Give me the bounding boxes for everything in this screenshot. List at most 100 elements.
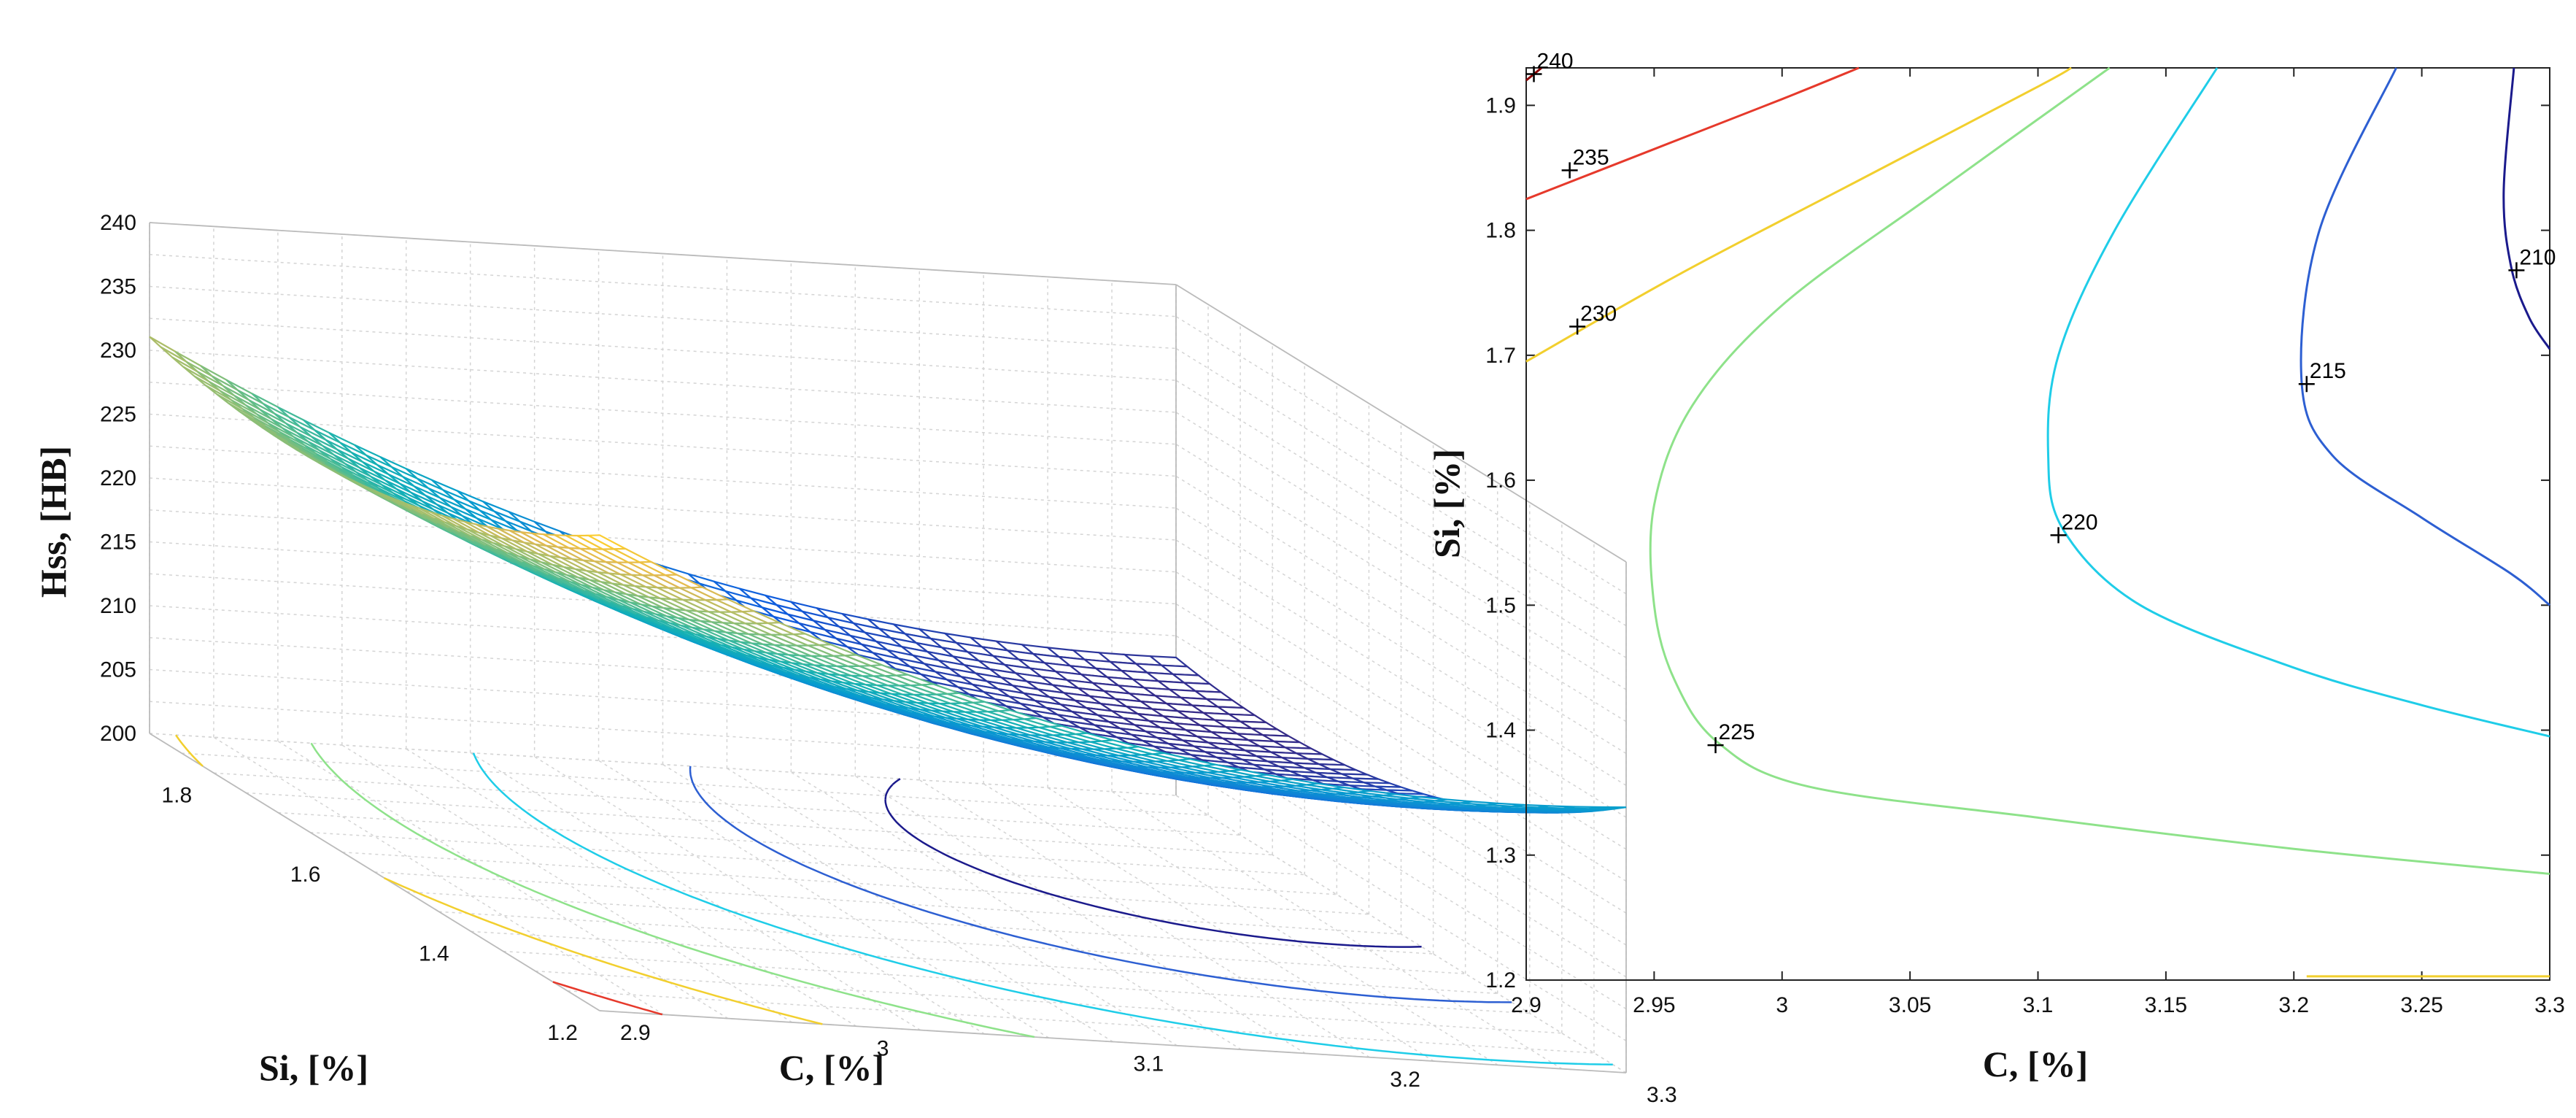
grid-line: [535, 970, 1562, 1034]
contour-y-tick-label: 1.6: [1485, 469, 1516, 493]
contour-y-tick-label: 1.8: [1485, 219, 1516, 243]
grid-line: [503, 950, 1530, 1014]
contour-line-220: [2046, 67, 2550, 738]
surface-x-tick-label: 3.3: [1647, 1083, 1677, 1107]
floor-contour-220: [472, 752, 1613, 1065]
contour-x-tick-label: 2.9: [1511, 993, 1542, 1017]
contour-label-marker: [2050, 527, 2067, 544]
surface-plot-3d: 200 205 210 215 220 225 230 235 240 1.2 1.4 1.6 1.8 2…: [33, 211, 1677, 1107]
contour-y-tick-label: 1.5: [1485, 593, 1516, 617]
contour-label-marker: [1707, 737, 1724, 754]
grid-line: [277, 740, 729, 1019]
contour-label: 220: [2062, 510, 2098, 534]
floor-contour-225: [310, 742, 1035, 1038]
surface-y-tick-label: 1.6: [290, 863, 321, 887]
grid-line: [1175, 763, 1627, 1041]
contour-x-tick-label: 3: [1776, 993, 1788, 1017]
grid-line: [1175, 571, 1627, 850]
contour-y-tick-label: 1.4: [1485, 719, 1516, 743]
grid-line: [374, 871, 1401, 935]
surface-x-tick-label: 3: [877, 1036, 889, 1060]
grid-line: [310, 831, 1337, 895]
contour-label: 230: [1580, 301, 1617, 325]
surface-ticks: 200 205 210 215 220 225 230 235 240 1.2 1.4 1.6 1.8 2…: [100, 211, 1677, 1107]
contour-line-235: [1525, 66, 1860, 201]
contour-plot: 2.9 2.95 3 3.05 3.1 3.15 3.2 3.25 3.3 1.2 1.3 1.4 1.…: [1426, 50, 2565, 1084]
surface-z-tick-label: 210: [100, 594, 136, 618]
contour-y-axis-label: Si, [%]: [1426, 449, 1467, 558]
grid-line: [149, 477, 1177, 541]
contour-y-tick-label: 1.3: [1485, 844, 1516, 868]
contour-x-tick-label: 3.15: [2145, 993, 2187, 1017]
grid-line: [149, 254, 1177, 317]
grid-line: [918, 779, 1370, 1058]
surface-y-tick-label: 1.4: [419, 941, 449, 965]
contour-x-tick-label: 3.05: [1889, 993, 1931, 1017]
grid-line: [149, 317, 1177, 381]
surface-z-tick-label: 200: [100, 722, 136, 746]
grid-line: [471, 930, 1498, 995]
contour-label: 240: [1537, 50, 1574, 74]
contour-axes-box: [1525, 67, 2550, 981]
grid-line: [470, 752, 921, 1031]
surface-cell: [1589, 806, 1627, 810]
floor-contour-212: [884, 778, 1422, 948]
grid-line: [1175, 507, 1627, 786]
surface-x-tick-label: 2.9: [620, 1021, 651, 1045]
contour-x-tick-label: 3.2: [2278, 993, 2309, 1017]
surface-z-tick-label: 220: [100, 466, 136, 490]
grid-line: [1175, 347, 1627, 627]
grid-line: [149, 509, 1177, 573]
grid-line: [246, 792, 1273, 856]
contour-x-tick-label: 3.25: [2400, 993, 2442, 1017]
contour-x-tick-label: 3.3: [2534, 993, 2565, 1017]
surface-y-tick-label: 1.2: [547, 1021, 578, 1045]
contour-label: 210: [2519, 245, 2556, 269]
box-edge: [599, 1010, 1627, 1073]
surface-z-tick-label: 215: [100, 531, 136, 555]
surface-mesh: [149, 336, 1627, 814]
grid-line: [854, 775, 1306, 1055]
surface-x-tick-label: 3.2: [1390, 1068, 1420, 1092]
contour-labels: 240 235 230 225 220 215 210: [1525, 50, 2556, 754]
surface-x-tick-label: 3.1: [1134, 1052, 1164, 1076]
grid-line: [149, 285, 1177, 350]
grid-line: [149, 382, 1177, 445]
grid-line: [1175, 539, 1627, 818]
floor-contour-215: [689, 766, 1512, 1003]
grid-line: [1175, 635, 1627, 914]
grid-line: [149, 668, 1177, 733]
contour-label-marker: [1525, 66, 1542, 82]
contour-label: 225: [1719, 720, 1755, 744]
box-edge: [149, 733, 600, 1011]
box-edge: [149, 222, 1177, 285]
grid-line: [598, 760, 1049, 1038]
grid-line: [214, 772, 1241, 836]
floor-contour-230: [175, 734, 823, 1025]
grid-line: [790, 771, 1242, 1050]
grid-line: [149, 701, 1177, 764]
grid-line: [278, 811, 1305, 876]
floor-contour-235: [552, 981, 663, 1016]
surface-grid: [149, 222, 1627, 1073]
grid-line: [149, 733, 1177, 796]
contour-label-marker: [1561, 162, 1578, 179]
grid-line: [1175, 795, 1627, 1073]
grid-line: [1111, 791, 1563, 1070]
contour-line-210: [2502, 67, 2551, 350]
grid-line: [438, 911, 1466, 975]
grid-line: [1175, 316, 1627, 595]
contour-ticks: 2.9 2.95 3 3.05 3.1 3.15 3.2 3.25 3.3 1.2 1.3 1.4 1.…: [1485, 68, 2565, 1017]
surface-z-tick-label: 240: [100, 211, 136, 235]
grid-line: [534, 756, 986, 1035]
contour-x-tick-label: 3.1: [2023, 993, 2054, 1017]
surface-z-tick-label: 235: [100, 275, 136, 299]
contour-label-marker: [2298, 376, 2315, 393]
grid-line: [1175, 412, 1627, 690]
grid-line: [213, 736, 665, 1015]
grid-line: [1175, 603, 1627, 882]
contour-lines: [1525, 66, 2551, 978]
grid-line: [149, 350, 1177, 413]
contour-label-marker: [2508, 262, 2525, 279]
